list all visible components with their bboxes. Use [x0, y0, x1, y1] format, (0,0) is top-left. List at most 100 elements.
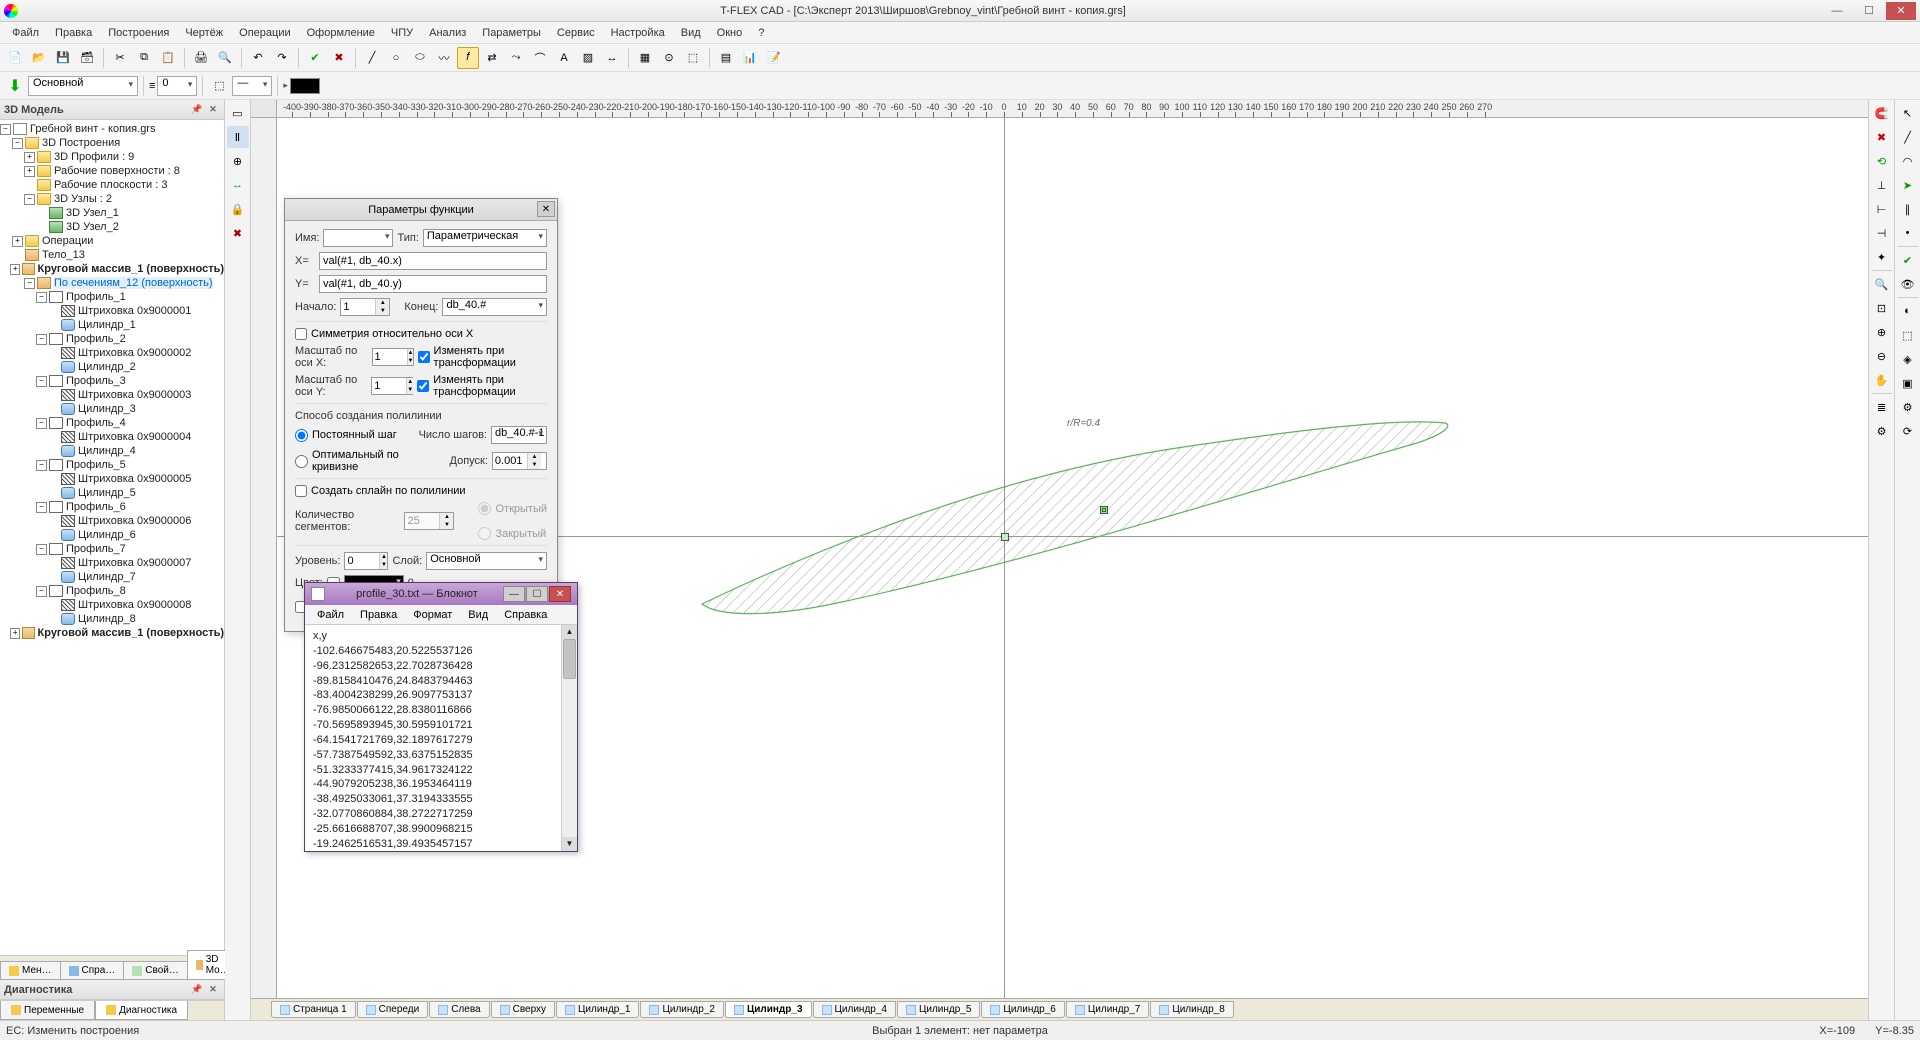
canvas-tab[interactable]: Спереди — [357, 1001, 429, 1018]
side-tab[interactable]: Свой… — [123, 961, 188, 979]
menu-Чертёж[interactable]: Чертёж — [177, 25, 231, 41]
tree-node[interactable]: 3D Узел_1 — [0, 206, 224, 220]
redo-icon[interactable]: ↷ — [271, 47, 293, 69]
layer-select[interactable]: Основной — [426, 552, 547, 570]
symmetry-checkbox[interactable]: Симметрия относительно оси X — [295, 328, 473, 340]
tree-node[interactable]: −Профиль_5 — [0, 458, 224, 472]
menu-ЧПУ[interactable]: ЧПУ — [383, 25, 421, 41]
tree-node[interactable]: Штриховка 0x9000006 — [0, 514, 224, 528]
new-icon[interactable]: 📄 — [4, 47, 26, 69]
scalex-spinner[interactable]: ▲▼ — [372, 348, 414, 366]
menu-Правка[interactable]: Правка — [47, 25, 100, 41]
saveall-icon[interactable]: 🗃 — [76, 47, 98, 69]
function-icon[interactable]: 𝑓 — [457, 47, 479, 69]
notepad-menu-item[interactable]: Правка — [352, 608, 405, 622]
spline-icon[interactable]: 〰 — [433, 47, 455, 69]
magnet-icon[interactable]: 🧲 — [1871, 102, 1893, 124]
zoom-fit-icon[interactable]: 🔍 — [1871, 273, 1893, 295]
tree-node[interactable]: Штриховка 0x9000007 — [0, 556, 224, 570]
maximize-button[interactable]: ☐ — [1854, 2, 1884, 20]
tree-node[interactable]: −По сечениям_12 (поверхность) — [0, 276, 224, 290]
tree-node[interactable]: Цилиндр_3 — [0, 402, 224, 416]
3d-icon[interactable]: ⬚ — [682, 47, 704, 69]
side-tab[interactable]: Спра… — [60, 961, 125, 979]
paste-icon[interactable]: 📋 — [157, 47, 179, 69]
save-icon[interactable]: 💾 — [52, 47, 74, 69]
tree-node[interactable]: Цилиндр_2 — [0, 360, 224, 374]
tree-node[interactable]: −Профиль_8 — [0, 584, 224, 598]
pin-icon[interactable]: 📌 — [190, 983, 204, 997]
canvas-tab[interactable]: Цилиндр_3 — [725, 1001, 812, 1018]
menu-Вид[interactable]: Вид — [673, 25, 709, 41]
grid-icon[interactable]: ▦ — [634, 47, 656, 69]
tree-node[interactable]: −Гребной винт - копия.grs — [0, 122, 224, 136]
ok-icon[interactable]: ✔ — [304, 47, 326, 69]
menu-Файл[interactable]: Файл — [4, 25, 47, 41]
dim2-icon[interactable]: ⊣ — [1871, 222, 1893, 244]
layer-select[interactable]: Основной — [28, 76, 138, 96]
layer-icon[interactable]: ≣ — [1871, 396, 1893, 418]
tree-node[interactable]: Штриховка 0x9000004 — [0, 430, 224, 444]
notepad-menu-item[interactable]: Формат — [405, 608, 460, 622]
canvas-tab[interactable]: Страница 1 — [271, 1001, 356, 1018]
name-select[interactable] — [323, 229, 393, 247]
text-mode-icon[interactable]: Ⅱ — [227, 126, 249, 148]
menu-?[interactable]: ? — [750, 25, 772, 41]
tol-spinner[interactable]: ▲▼ — [492, 452, 547, 470]
table-icon[interactable]: ▤ — [715, 47, 737, 69]
rotate-icon[interactable]: ⟲ — [1871, 150, 1893, 172]
menu-Анализ[interactable]: Анализ — [421, 25, 474, 41]
canvas-tab[interactable]: Цилиндр_1 — [556, 1001, 639, 1018]
notepad-min-button[interactable]: — — [503, 586, 525, 602]
canvas-tab[interactable]: Сверху — [491, 1001, 555, 1018]
const-step-radio[interactable]: Постоянный шаг — [295, 429, 397, 442]
diag-tab[interactable]: Переменные — [0, 1001, 95, 1020]
line3d-icon[interactable]: ╱ — [1897, 126, 1919, 148]
menu-Параметры[interactable]: Параметры — [474, 25, 549, 41]
notepad-menu-item[interactable]: Справка — [496, 608, 555, 622]
print-icon[interactable]: 🖨 — [190, 47, 212, 69]
notepad-menu-item[interactable]: Вид — [460, 608, 496, 622]
cursor-icon[interactable]: ↖ — [1897, 102, 1919, 124]
color-chevron-icon[interactable]: ▸ — [283, 80, 288, 91]
tree-node[interactable]: −Профиль_3 — [0, 374, 224, 388]
tree-node[interactable]: Штриховка 0x9000005 — [0, 472, 224, 486]
panel-close-icon[interactable]: ✕ — [206, 983, 220, 997]
canvas-tab[interactable]: Цилиндр_4 — [813, 1001, 896, 1018]
line-icon[interactable]: ╱ — [361, 47, 383, 69]
wire-icon[interactable]: ⬚ — [1897, 324, 1919, 346]
tree-node[interactable]: Рабочие плоскости : 3 — [0, 178, 224, 192]
notepad-textarea[interactable]: x,y-102.646675483,20.5225537126-96.23125… — [305, 625, 577, 851]
zoom-in-icon[interactable]: ⊕ — [1871, 321, 1893, 343]
y-input[interactable] — [319, 275, 547, 293]
origin-marker[interactable] — [1001, 533, 1009, 541]
spline-checkbox[interactable]: Создать сплайн по полилинии — [295, 485, 466, 497]
tree-node[interactable]: −Профиль_6 — [0, 500, 224, 514]
segments-spinner[interactable]: ▲▼ — [404, 512, 454, 530]
pin-icon[interactable]: 📌 — [190, 103, 204, 117]
start-spinner[interactable]: ▲▼ — [340, 298, 390, 316]
level-spinner[interactable]: ▲▼ — [344, 552, 388, 570]
panel-close-icon[interactable]: ✕ — [206, 103, 220, 117]
lock-icon[interactable]: 🔒 — [227, 198, 249, 220]
optimal-radio[interactable]: Оптимальный по кривизне — [295, 449, 446, 473]
model-tree[interactable]: −Гребной винт - копия.grs−3D Построения+… — [0, 120, 224, 955]
notepad-titlebar[interactable]: profile_30.txt — Блокнот — ☐ ✕ — [305, 583, 577, 605]
color-swatch[interactable] — [290, 78, 320, 94]
notepad-close-button[interactable]: ✕ — [549, 586, 571, 602]
tree-node[interactable]: −Профиль_2 — [0, 332, 224, 346]
transform-y-checkbox[interactable]: Изменять при трансформации — [417, 374, 547, 398]
delete-icon[interactable]: ✖ — [227, 222, 249, 244]
canvas-tab[interactable]: Цилиндр_5 — [897, 1001, 980, 1018]
tree-node[interactable]: Штриховка 0x9000001 — [0, 304, 224, 318]
node-icon[interactable]: ✦ — [1871, 246, 1893, 268]
dim1-icon[interactable]: ⊢ — [1871, 198, 1893, 220]
tree-node[interactable]: Тело_13 — [0, 248, 224, 262]
menu-Операции[interactable]: Операции — [231, 25, 298, 41]
undo-icon[interactable]: ↶ — [247, 47, 269, 69]
zoom-window-icon[interactable]: ⊡ — [1871, 297, 1893, 319]
props-icon[interactable]: ⚙ — [1871, 420, 1893, 442]
arc-icon[interactable]: ⌒ — [529, 47, 551, 69]
menu-Сервис[interactable]: Сервис — [549, 25, 603, 41]
arc3d-icon[interactable]: ◠ — [1897, 150, 1919, 172]
